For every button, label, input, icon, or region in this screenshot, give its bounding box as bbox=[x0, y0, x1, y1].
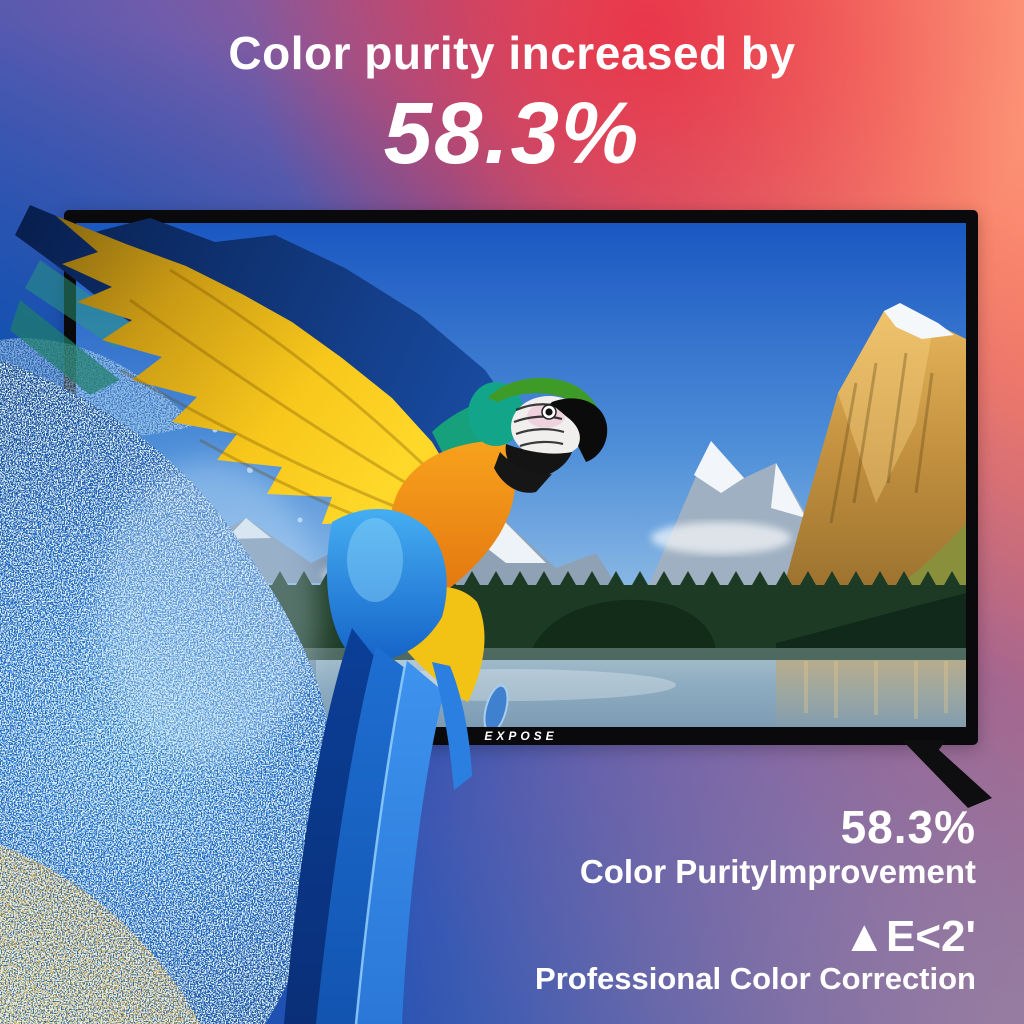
tv-screen bbox=[76, 223, 966, 727]
television: EXPOSE bbox=[64, 210, 978, 745]
headline-text: Color purity increased by bbox=[228, 27, 796, 79]
headline-percentage: 58.3% bbox=[383, 85, 641, 182]
delta-e-value: ▲E<2' bbox=[842, 912, 976, 962]
tv-brand-logo: EXPOSE bbox=[484, 729, 558, 743]
delta-e-label: Professional Color Correction bbox=[535, 960, 976, 996]
spec-block: 58.3% Color PurityImprovement ▲E<2' Prof… bbox=[535, 801, 976, 996]
purity-value: 58.3% bbox=[840, 801, 976, 853]
headline: Color purity increased by 58.3% bbox=[0, 26, 1024, 184]
purity-label: Color PurityImprovement bbox=[579, 852, 976, 890]
paddle-tip bbox=[483, 684, 509, 727]
tv-screen-landscape bbox=[76, 223, 966, 727]
